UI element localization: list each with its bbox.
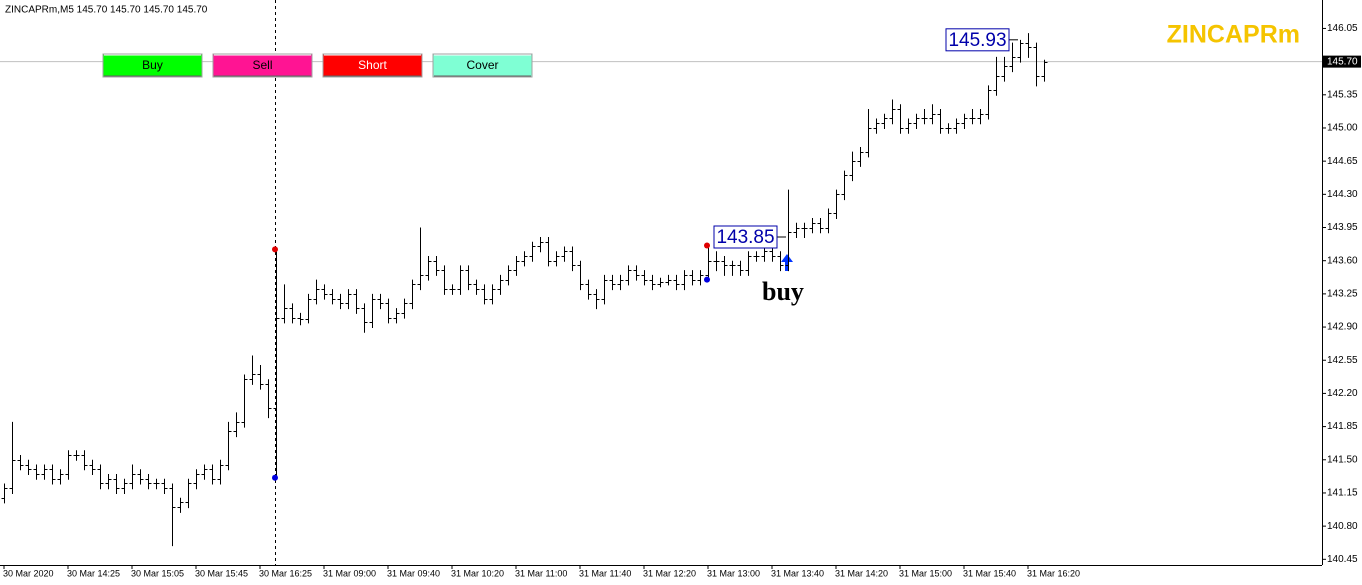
x-tick-label: 30 Mar 14:25	[67, 568, 120, 578]
y-tick-label: 146.05	[1327, 23, 1358, 34]
button-label[interactable]: Short	[358, 58, 387, 72]
buy-arrow	[781, 254, 793, 271]
y-tick-label: 143.60	[1327, 255, 1358, 266]
button[interactable]	[322, 53, 423, 78]
x-tick-label: 31 Mar 13:00	[707, 568, 760, 578]
x-tick-label: 31 Mar 13:40	[771, 568, 824, 578]
button[interactable]	[432, 53, 533, 78]
button-label[interactable]: Cover	[466, 58, 498, 72]
button-label[interactable]: Sell	[252, 58, 272, 72]
trade-label-box	[945, 28, 1010, 52]
y-tick-label: 143.25	[1327, 289, 1358, 300]
x-tick-label: 31 Mar 10:20	[451, 568, 504, 578]
x-tick-label: 31 Mar 11:00	[515, 568, 567, 578]
y-tick-label: 145.00	[1327, 123, 1358, 134]
x-tick-label: 30 Mar 16:25	[259, 568, 312, 578]
y-tick-label: 142.20	[1327, 388, 1358, 399]
y-tick-label: 140.45	[1327, 554, 1358, 565]
trade-label-box	[713, 225, 778, 249]
y-tick-label: 144.30	[1327, 189, 1358, 200]
x-tick-label: 31 Mar 15:40	[963, 568, 1016, 578]
y-tick-label: 142.90	[1327, 322, 1358, 333]
y-tick-label: 145.35	[1327, 89, 1358, 100]
x-tick-label: 31 Mar 09:00	[323, 568, 376, 578]
button[interactable]	[212, 53, 313, 78]
trade-label: 145.93	[948, 30, 1006, 51]
buy-annotation: buy	[762, 277, 804, 306]
symbol-watermark: ZINCAPRm	[1167, 21, 1300, 49]
signal-low	[704, 276, 710, 283]
y-tick-label: 141.85	[1327, 421, 1358, 432]
x-tick-label: 31 Mar 11:40	[579, 568, 631, 578]
button-label[interactable]: Buy	[142, 58, 163, 72]
y-tick-label: 143.95	[1327, 222, 1358, 233]
trade-label: 143.85	[716, 227, 774, 248]
x-tick-label: 30 Mar 2020	[3, 568, 54, 578]
signal-high	[272, 246, 278, 253]
y-tick-label: 141.15	[1327, 488, 1358, 499]
x-tick-label: 31 Mar 09:40	[387, 568, 440, 578]
signal-high	[704, 242, 710, 249]
y-tick-label: 142.55	[1327, 355, 1358, 366]
y-tick-label: 141.50	[1327, 454, 1358, 465]
signal-low	[272, 474, 278, 481]
x-tick-label: 31 Mar 15:00	[899, 568, 952, 578]
chart-title: ZINCAPRm,M5 145.70 145.70 145.70 145.70	[5, 5, 208, 16]
y-tick-label: 140.80	[1327, 521, 1358, 532]
x-tick-label: 31 Mar 16:20	[1027, 568, 1080, 578]
last-price-label: 145.70	[1327, 56, 1358, 67]
button[interactable]	[102, 53, 203, 78]
x-tick-label: 31 Mar 12:20	[643, 568, 696, 578]
x-tick-label: 30 Mar 15:45	[195, 568, 248, 578]
last-price-tag	[1323, 55, 1361, 68]
y-tick-label: 144.65	[1327, 156, 1358, 167]
x-tick-label: 30 Mar 15:05	[131, 568, 184, 578]
x-tick-label: 31 Mar 14:20	[835, 568, 888, 578]
